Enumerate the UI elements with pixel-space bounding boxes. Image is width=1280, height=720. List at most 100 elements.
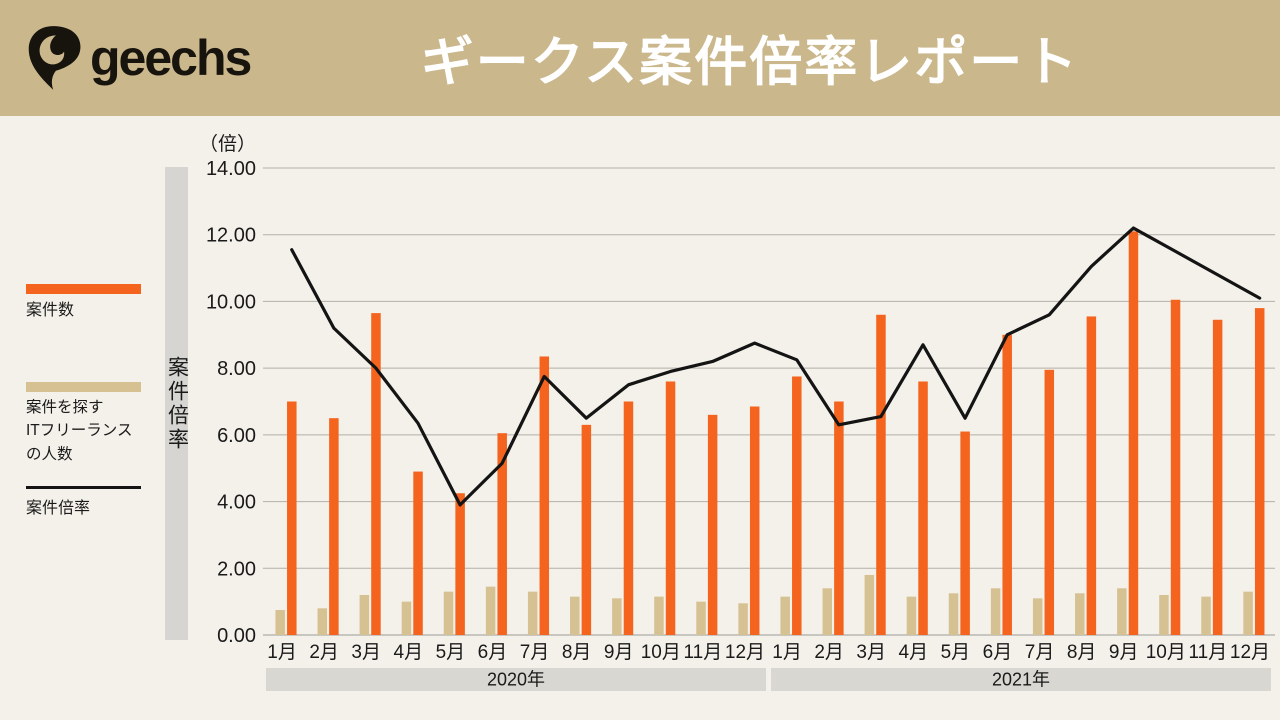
bar-projects (834, 401, 844, 635)
bar-projects (707, 414, 718, 635)
bar-freelancers (275, 609, 285, 635)
ratio-line (290, 226, 1262, 507)
month-label: 11月 (684, 642, 723, 663)
header-bar: geechs ギークス案件倍率レポート (0, 0, 1280, 116)
bar-freelancers (864, 574, 875, 635)
bar-projects (1170, 299, 1181, 635)
month-label: 2月 (814, 642, 844, 663)
bar-freelancers (527, 591, 538, 635)
legend-swatch-freelancers (26, 382, 141, 392)
bar-projects (329, 418, 339, 635)
bar-freelancers (1201, 596, 1211, 635)
bar-freelancers (485, 586, 496, 635)
month-label: 5月 (436, 642, 466, 663)
month-label: 12月 (1230, 642, 1270, 663)
y-axis-title: 案件倍率 (165, 355, 189, 452)
bar-freelancers (696, 601, 706, 635)
bar-freelancers (654, 596, 664, 635)
month-label: 9月 (1109, 642, 1139, 663)
bar-projects (581, 424, 592, 635)
month-label: 10月 (1146, 642, 1186, 663)
bar-projects (1086, 316, 1097, 635)
month-label: 11月 (1189, 642, 1228, 663)
bar-freelancers (317, 608, 328, 635)
bar-freelancers (1032, 598, 1043, 635)
bar-freelancers (906, 596, 917, 635)
bar-projects (623, 401, 634, 635)
month-label: 9月 (604, 642, 634, 663)
bar-projects (792, 376, 802, 635)
brand-wordmark: geechs (90, 30, 252, 86)
legend-label-projects: 案件数 (26, 302, 75, 319)
brand-logo: geechs (26, 22, 252, 94)
bar-freelancers (1075, 593, 1085, 635)
bar-freelancers (822, 588, 833, 635)
bar-projects (413, 471, 423, 635)
year-label: 2021年 (992, 670, 1050, 690)
bar-freelancers (1117, 588, 1127, 635)
bar-projects (918, 381, 928, 635)
month-label: 3月 (351, 642, 381, 663)
month-label: 1月 (267, 642, 297, 663)
bar-projects (539, 356, 550, 635)
bar-projects (1044, 369, 1055, 635)
month-label: 1月 (772, 642, 802, 663)
legend-swatch-projects (26, 284, 141, 294)
month-label: 6月 (983, 642, 1013, 663)
bar-projects (371, 313, 381, 635)
bar-projects (960, 431, 970, 635)
month-label: 5月 (941, 642, 971, 663)
bar-freelancers (1159, 594, 1169, 635)
bar-projects (1254, 308, 1265, 635)
month-label: 3月 (856, 642, 886, 663)
bar-freelancers (948, 593, 959, 635)
legend-label-ratio: 案件倍率 (26, 500, 91, 517)
y-tick-label: 14.00 (206, 158, 256, 180)
page-title: ギークス案件倍率レポート (420, 33, 1080, 92)
y-axis-title-strip: 案件倍率 (165, 167, 189, 640)
bar-freelancers (401, 601, 412, 635)
bar-freelancers (1243, 591, 1253, 635)
year-label: 2020年 (487, 670, 545, 690)
month-label: 4月 (394, 642, 424, 663)
geechs-leaf-icon (28, 26, 81, 90)
y-tick-label: 4.00 (217, 492, 256, 514)
bar-freelancers (780, 596, 790, 635)
month-label: 8月 (562, 642, 592, 663)
bar-freelancers (570, 596, 580, 635)
y-axis-unit-label: （倍） (199, 133, 256, 155)
bar-projects (1128, 231, 1139, 635)
year-band (266, 668, 766, 691)
y-tick-label: 2.00 (217, 558, 256, 580)
year-band (771, 668, 1271, 691)
month-label: 8月 (1067, 642, 1097, 663)
bar-projects (455, 493, 465, 635)
bar-freelancers (612, 598, 622, 635)
bar-projects (665, 381, 676, 635)
month-label: 12月 (725, 642, 765, 663)
month-label: 7月 (520, 642, 550, 663)
legend-swatch-ratio-line (26, 486, 141, 489)
month-label: 6月 (478, 642, 508, 663)
legend-label-freelancers: 案件を探す ITフリーランス の人数 (26, 399, 133, 463)
bar-projects (497, 433, 507, 635)
bar-projects (876, 314, 886, 635)
bar-freelancers (359, 594, 370, 635)
month-label: 4月 (899, 642, 929, 663)
bar-projects (1212, 319, 1223, 635)
bar-projects (287, 401, 297, 635)
bar-freelancers (443, 591, 454, 635)
y-tick-label: 6.00 (217, 425, 256, 447)
y-tick-label: 8.00 (217, 358, 256, 380)
y-tick-label: 0.00 (217, 625, 256, 647)
y-tick-label: 12.00 (206, 225, 256, 247)
bar-projects (1002, 334, 1012, 635)
month-label: 10月 (641, 642, 681, 663)
bar-projects (749, 406, 760, 635)
bar-freelancers (738, 603, 748, 635)
y-tick-label: 10.00 (206, 291, 256, 313)
bar-freelancers (990, 588, 1001, 635)
month-label: 7月 (1025, 642, 1055, 663)
month-label: 2月 (309, 642, 339, 663)
